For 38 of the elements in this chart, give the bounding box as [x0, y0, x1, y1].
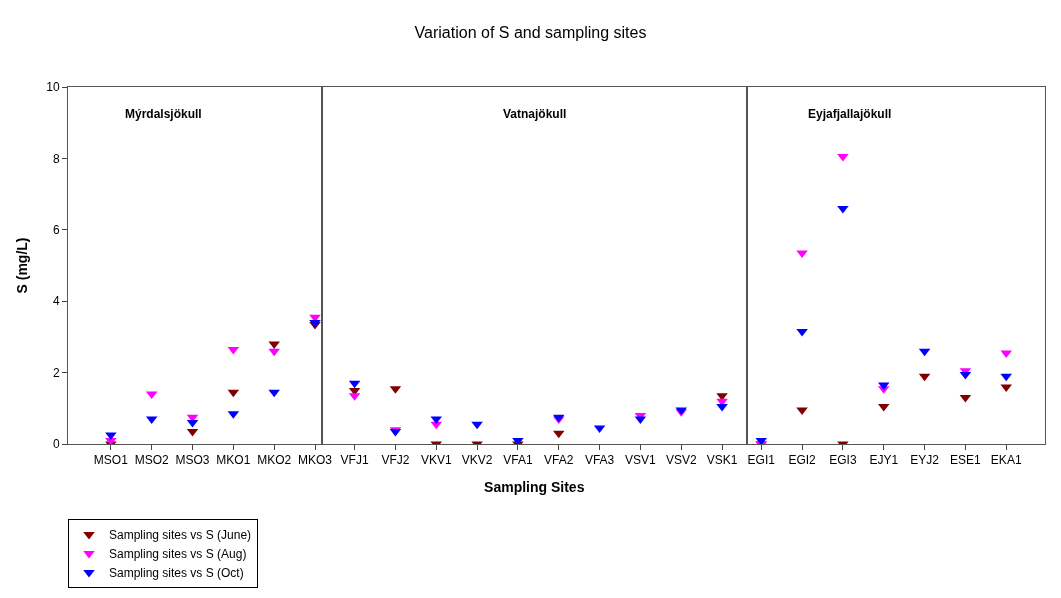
x-tick-label: MKO1 — [216, 453, 251, 468]
chart-title: Variation of S and sampling sites — [414, 24, 647, 42]
x-tick-label: EYJ2 — [910, 453, 940, 468]
x-tick-label: MSO3 — [175, 453, 210, 468]
legend-label: Sampling sites vs S (Oct) — [109, 566, 244, 581]
y-tick-label: 8 — [52, 151, 60, 166]
x-tick-label: VFA1 — [503, 453, 533, 468]
y-tick-label: 6 — [52, 223, 60, 237]
annotation: Vatnajökull — [503, 107, 567, 121]
x-tick-label: VKV2 — [461, 453, 493, 468]
x-tick-label: EGI1 — [747, 453, 776, 468]
legend-label: Sampling sites vs S (June) — [109, 528, 252, 543]
annotation: Mýrdalsjökull — [125, 107, 202, 121]
annotation: Eyjafjallajökull — [808, 107, 892, 121]
x-tick-label: EKA1 — [990, 453, 1022, 468]
x-tick-label: VFJ1 — [340, 453, 369, 468]
x-tick-label: MSO1 — [93, 453, 129, 468]
y-tick-label: 4 — [52, 294, 60, 309]
x-tick-label: VSV1 — [625, 453, 657, 468]
x-tick-label: VKV1 — [420, 453, 452, 468]
x-tick-label: EGI2 — [788, 453, 817, 468]
x-tick-label: MKO3 — [298, 453, 333, 468]
y-tick-label: 10 — [46, 80, 60, 95]
y-tick-label: 0 — [52, 437, 60, 452]
x-tick-label: MKO2 — [257, 453, 292, 468]
y-axis-title: S (mg/L) — [13, 237, 30, 294]
x-tick-label: EGI3 — [829, 453, 857, 468]
x-tick-label: EJY1 — [869, 453, 899, 468]
x-tick-label: VFA3 — [584, 453, 615, 468]
x-axis-title: Sampling Sites — [484, 478, 585, 495]
legend-label: Sampling sites vs S (Aug) — [109, 547, 247, 562]
x-tick-label: VFJ2 — [381, 453, 410, 468]
x-tick-label: VSK1 — [706, 453, 738, 468]
x-tick-label: VFA2 — [544, 453, 574, 468]
y-tick-label: 2 — [52, 365, 60, 380]
x-tick-label: MSO2 — [134, 453, 170, 468]
x-tick-label: ESE1 — [950, 453, 982, 468]
x-tick-label: VSV2 — [665, 453, 697, 468]
